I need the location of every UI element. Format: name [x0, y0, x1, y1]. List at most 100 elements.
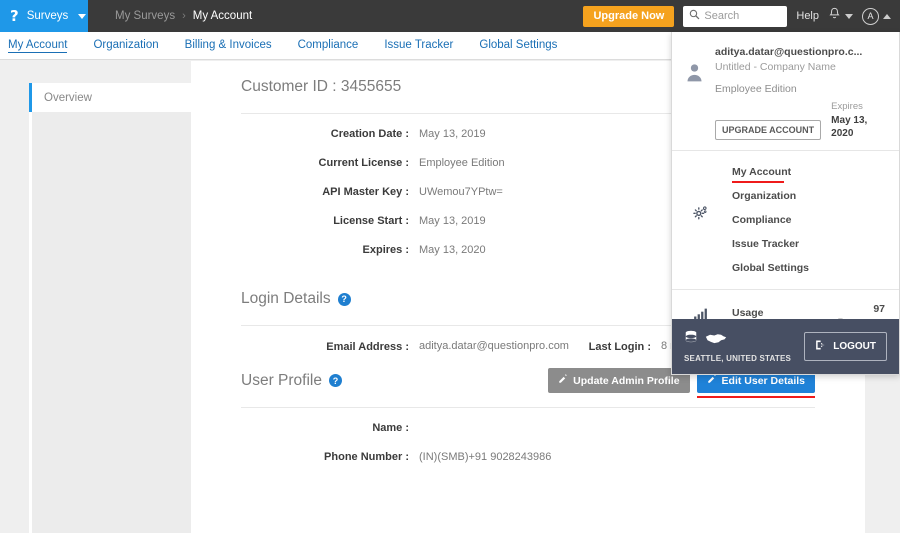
usa-map-icon — [705, 332, 727, 350]
customer-detail-rows: Creation Date : May 13, 2019 Current Lic… — [191, 114, 865, 256]
brand-label: Surveys — [26, 10, 69, 22]
page-title: Customer ID : 3455655 — [241, 78, 402, 95]
bell-icon — [828, 7, 841, 26]
logout-button-label: LOGOUT — [833, 341, 876, 352]
bar-chart-icon — [672, 306, 732, 320]
location-icons — [684, 330, 791, 351]
update-admin-profile-label: Update Admin Profile — [573, 374, 680, 387]
location-label: SEATTLE, UNITED STATES — [684, 354, 792, 363]
usage-label: Usage — [732, 307, 764, 320]
logout-icon — [815, 339, 827, 354]
divider — [672, 149, 899, 151]
detail-row: Current License : Employee Edition — [191, 157, 865, 169]
gear-icon — [692, 204, 709, 226]
update-admin-profile-button[interactable]: Update Admin Profile — [548, 368, 690, 394]
datacenter-location: SEATTLE, UNITED STATES — [684, 330, 791, 363]
search-input[interactable] — [704, 10, 782, 22]
breadcrumb-current: My Account — [192, 10, 253, 22]
user-profile-title: User Profile ? — [241, 372, 342, 390]
sidebar-item-overview[interactable]: Overview — [29, 83, 191, 112]
detail-value: May 13, 2020 — [419, 244, 486, 256]
divider — [241, 325, 815, 326]
account-dropdown-footer: SEATTLE, UNITED STATES LOGOUT — [672, 319, 899, 374]
help-icon[interactable]: ? — [328, 374, 342, 388]
login-details-title: Login Details ? — [241, 290, 351, 308]
dropdown-link-global-settings[interactable]: Global Settings — [732, 261, 810, 274]
breadcrumb: My Surveys › My Account — [115, 10, 252, 22]
sidebar-empty-area — [32, 112, 191, 533]
divider — [241, 113, 815, 114]
detail-label: API Master Key : — [322, 186, 409, 198]
edit-icon — [558, 374, 568, 387]
edit-user-details-label: Edit User Details — [721, 374, 805, 387]
login-details-title-text: Login Details — [241, 290, 331, 307]
notifications-menu[interactable] — [828, 7, 853, 26]
expires-value: May 13, 2020 — [831, 114, 868, 139]
chevron-down-icon — [78, 13, 87, 19]
name-label: Name : — [372, 421, 409, 434]
detail-row: License Start : May 13, 2019 — [191, 215, 865, 227]
usage-count: 97 — [873, 302, 885, 315]
detail-row: Creation Date : May 13, 2019 — [191, 128, 865, 140]
breadcrumb-separator-icon: › — [182, 10, 186, 22]
search-box[interactable] — [683, 5, 788, 27]
chevron-down-icon — [845, 13, 853, 19]
detail-value: May 13, 2019 — [419, 215, 486, 227]
chevron-up-icon — [883, 13, 891, 19]
account-dropdown-panel: aditya.datar@questionpro.c... Untitled -… — [671, 32, 900, 375]
sidebar-item-label: Overview — [44, 91, 92, 104]
customer-id-header: Customer ID : 3455655 — [191, 61, 865, 113]
detail-label: Creation Date : — [330, 128, 409, 140]
detail-label: Expires : — [362, 244, 409, 256]
account-company: Untitled - Company Name — [715, 61, 836, 74]
detail-label: Current License : — [318, 157, 409, 169]
tab-compliance[interactable]: Compliance — [297, 39, 359, 51]
database-icon — [684, 330, 698, 351]
search-icon — [689, 7, 700, 25]
tab-billing-invoices[interactable]: Billing & Invoices — [184, 39, 272, 51]
user-profile-title-text: User Profile — [241, 371, 322, 389]
help-icon[interactable]: ? — [337, 292, 351, 306]
dropdown-link-my-account[interactable]: My Account — [672, 160, 899, 184]
phone-number-label: Phone Number : — [324, 450, 409, 463]
questionpro-logo-icon: ? — [10, 6, 19, 25]
brand-surveys-menu[interactable]: ? Surveys — [0, 0, 88, 32]
detail-value: Employee Edition — [419, 157, 505, 169]
dropdown-link-organization[interactable]: Organization — [732, 189, 797, 202]
tab-issue-tracker[interactable]: Issue Tracker — [384, 39, 454, 51]
tab-global-settings[interactable]: Global Settings — [479, 39, 558, 51]
detail-row: Name : — [191, 422, 865, 434]
edit-icon — [707, 374, 717, 387]
email-address-value: aditya.datar@questionpro.com — [419, 340, 569, 352]
detail-value: UWemou7YPtw= — [419, 186, 503, 198]
avatar: A — [862, 7, 879, 25]
tab-organization[interactable]: Organization — [93, 39, 159, 51]
divider — [241, 406, 815, 408]
account-dropdown-links: My Account Organization Compliance Issue… — [672, 151, 899, 289]
top-bar: ? Surveys My Surveys › My Account Upgrad… — [0, 0, 900, 32]
upgrade-now-button[interactable]: Upgrade Now — [583, 5, 675, 27]
email-address-label: Email Address : — [326, 341, 409, 353]
sidebar: Overview — [29, 83, 191, 533]
expires-label: Expires — [831, 101, 863, 113]
detail-row: API Master Key : UWemou7YPtw= — [191, 186, 865, 198]
account-menu-toggle[interactable]: A — [862, 7, 891, 25]
detail-row: Phone Number : (IN)(SMB)+91 9028243986 — [191, 451, 865, 463]
logout-button[interactable]: LOGOUT — [804, 332, 887, 361]
dropdown-link-issue-tracker[interactable]: Issue Tracker — [732, 237, 800, 250]
person-icon — [686, 45, 703, 140]
tab-my-account[interactable]: My Account — [8, 38, 68, 53]
dropdown-link-compliance[interactable]: Compliance — [732, 213, 792, 226]
help-link[interactable]: Help — [796, 10, 819, 22]
account-expiry: Expires May 13, 2020 — [831, 101, 889, 139]
detail-value: May 13, 2019 — [419, 128, 486, 140]
account-edition: Employee Edition — [715, 83, 797, 96]
account-email: aditya.datar@questionpro.c... — [715, 46, 863, 58]
phone-number-value: (IN)(SMB)+91 9028243986 — [419, 450, 552, 463]
detail-label: License Start : — [333, 215, 409, 227]
upgrade-account-button[interactable]: UPGRADE ACCOUNT — [715, 119, 822, 140]
top-bar-actions: Upgrade Now Help A — [583, 5, 900, 27]
breadcrumb-my-surveys[interactable]: My Surveys — [115, 10, 176, 22]
last-login-label: Last Login : — [588, 341, 651, 353]
